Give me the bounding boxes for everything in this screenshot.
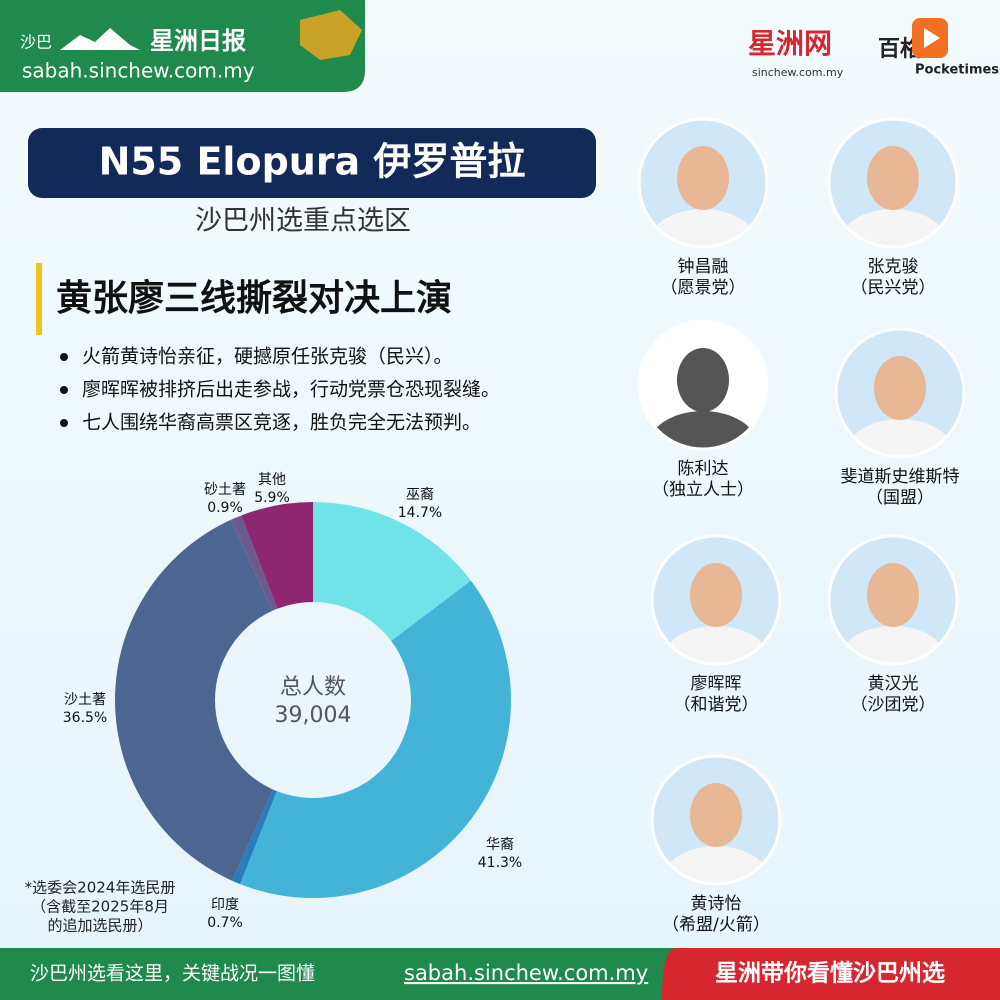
- footer-left: 沙巴州选看这里，关键战况一图懂: [30, 963, 315, 985]
- donut-segment: [241, 502, 313, 609]
- candidate-party: （国盟）: [866, 488, 934, 508]
- segment-value: 41.3%: [478, 855, 522, 871]
- donut-segment: [240, 580, 512, 899]
- photo-body: [648, 411, 758, 448]
- segment-label: 其他: [258, 472, 286, 488]
- map-icon: [300, 10, 362, 60]
- candidate-party: （民兴党）: [851, 278, 936, 298]
- candidate-photo: [830, 120, 956, 246]
- segment-value: 0.9%: [207, 500, 243, 516]
- photo-head: [690, 783, 742, 847]
- source-note: （含截至2025年8月: [31, 898, 169, 916]
- segment-label: 华裔: [486, 836, 514, 853]
- header-region: 沙巴: [20, 33, 52, 52]
- photo-border: [650, 754, 782, 886]
- footer-red: [662, 948, 1000, 1000]
- header-brand: 星洲日报: [150, 27, 246, 55]
- candidate-photo: [830, 537, 956, 663]
- candidate-name: 黄诗怡: [691, 894, 742, 914]
- footer-url: sabah.sinchew.com.my: [404, 961, 648, 985]
- subtitle: 沙巴州选重点选区: [195, 206, 411, 237]
- candidate-name: 钟昌融: [678, 257, 729, 277]
- center-title: 总人数: [280, 675, 346, 700]
- photo-head: [874, 356, 926, 420]
- segment-value: 0.7%: [207, 915, 243, 931]
- candidate-party: （愿景党）: [661, 278, 746, 298]
- headline: 黄张廖三线撕裂对决上演: [56, 278, 452, 319]
- center-total: 39,004: [275, 703, 352, 728]
- header-band: [0, 0, 365, 92]
- segment-label: 砂土著: [204, 482, 246, 498]
- photo-body: [838, 626, 948, 663]
- candidate-photo: [640, 322, 766, 448]
- segment-value: 36.5%: [63, 710, 107, 726]
- photo-border: [827, 534, 959, 666]
- title: N55 Elopura 伊罗普拉: [99, 140, 526, 184]
- source-note: *选委会2024年选民册: [25, 879, 176, 897]
- bullet-list: 火箭黄诗怡亲征，硬撼原任张克骏（民兴）。廖晖晖被排挤后出走参战，行动党票仓恐现裂…: [60, 346, 500, 434]
- bullet-dot: [60, 386, 68, 394]
- photo-head: [867, 146, 919, 210]
- logo-sinchew: 星洲网: [748, 27, 832, 60]
- candidate-party: （沙团党）: [851, 695, 936, 715]
- photo-border: [637, 117, 769, 249]
- bullet-text: 七人围绕华裔高票区竞逐，胜负完全无法预判。: [82, 412, 481, 434]
- bullet-dot: [60, 419, 68, 427]
- logo-sinchew-sub: sinchew.com.my: [752, 66, 844, 79]
- photo-body: [661, 626, 771, 663]
- candidate-name: 黄汉光: [868, 674, 919, 694]
- candidate-party: （希盟/火箭）: [662, 915, 770, 935]
- donut-chart: 巫裔 14.7% 华裔 41.3% 印度 0.7% 沙土著 36.5% 砂土著 0.9% 其他 5.9…: [25, 472, 523, 935]
- logo-play-icon: [924, 28, 940, 48]
- photo-head: [867, 563, 919, 627]
- photo-body: [648, 209, 758, 246]
- candidate-photo: [640, 120, 766, 246]
- candidate-name: 斐道斯史维斯特: [841, 467, 960, 487]
- photo-head: [677, 348, 729, 412]
- segment-value: 14.7%: [398, 505, 442, 521]
- segment-label: 印度: [211, 897, 239, 913]
- candidates: 钟昌融（愿景党）张克骏（民兴党）陈利达（独立人士）斐道斯史维斯特（国盟）廖晖晖（…: [637, 117, 966, 935]
- segment-label: 巫裔: [406, 486, 434, 503]
- candidate-party: （独立人士）: [652, 480, 754, 500]
- headline-bar: [36, 263, 42, 335]
- segment-value: 5.9%: [254, 490, 290, 506]
- mountain-icon: [60, 28, 140, 50]
- donut-segment: [313, 502, 471, 641]
- candidate-name: 廖晖晖: [691, 674, 742, 694]
- footer-right: 星洲带你看懂沙巴州选: [715, 960, 945, 987]
- candidate-photo: [653, 537, 779, 663]
- donut-segment: [230, 515, 278, 611]
- candidate-name: 陈利达: [678, 459, 729, 479]
- header-url: sabah.sinchew.com.my: [22, 59, 255, 83]
- candidate-photo: [837, 330, 963, 456]
- photo-border: [637, 319, 769, 451]
- donut-segment: [232, 789, 277, 885]
- candidate-photo: [653, 757, 779, 883]
- photo-border: [834, 327, 966, 459]
- photo-body: [845, 419, 955, 456]
- photo-border: [650, 534, 782, 666]
- photo-head: [677, 146, 729, 210]
- candidate-party: （和谐党）: [674, 695, 759, 715]
- photo-border: [827, 117, 959, 249]
- bullet-text: 火箭黄诗怡亲征，硬撼原任张克骏（民兴）。: [82, 346, 453, 368]
- source-note: 的追加选民册）: [47, 917, 152, 935]
- candidate-name: 张克骏: [868, 257, 919, 277]
- title-box: [28, 128, 596, 198]
- bullet-dot: [60, 353, 68, 361]
- photo-body: [661, 846, 771, 883]
- photo-head: [690, 563, 742, 627]
- photo-body: [838, 209, 948, 246]
- logo-pocketimes: Pocketimes: [915, 63, 999, 78]
- bullet-text: 廖晖晖被排挤后出走参战，行动党票仓恐现裂缝。: [82, 379, 500, 401]
- donut-segment: [114, 519, 273, 881]
- segment-label: 沙土著: [64, 692, 106, 708]
